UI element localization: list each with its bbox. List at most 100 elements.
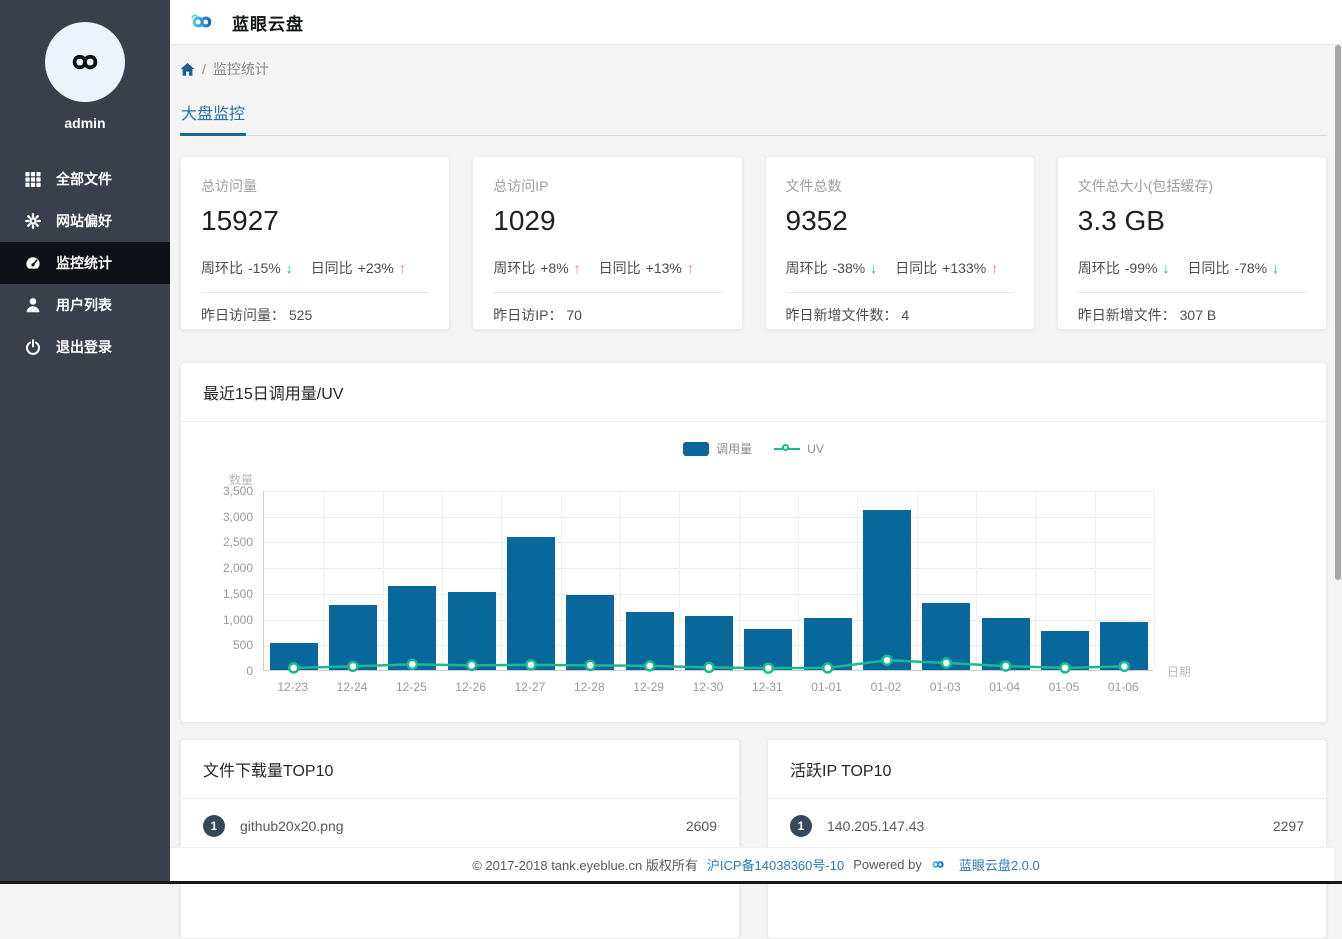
- app-title: 蓝眼云盘: [232, 10, 304, 35]
- uv-point-12-24: [349, 662, 358, 671]
- stat-label: 总访问量: [201, 176, 429, 196]
- stat-trends: 周环比 -38% ↓ 日同比 +133% ↑: [786, 258, 1014, 278]
- trend-week: 周环比 +8% ↑: [493, 258, 580, 278]
- uv-point-12-27: [527, 660, 536, 669]
- scrollbar-thumb[interactable]: [1335, 45, 1341, 580]
- avatar[interactable]: [45, 22, 125, 102]
- sidebar-item-label: 监控统计: [56, 253, 112, 273]
- legend-circle: [782, 444, 789, 451]
- trend-delta: +13%: [646, 260, 682, 276]
- power-icon: [25, 339, 41, 355]
- x-axis-tick-label: 12-31: [738, 680, 797, 694]
- stat-footer: 昨日访IP： 70: [493, 305, 721, 325]
- stat-footer-label: 昨日访IP：: [493, 307, 562, 323]
- trend-arrow-icon: ↑: [574, 260, 581, 276]
- stat-card-total-ips: 总访问IP 1029 周环比 +8% ↑ 日同比 +13% ↑: [472, 156, 742, 330]
- legend-item-uv[interactable]: UV: [774, 442, 824, 456]
- y-axis-tick-label: 1,000: [223, 613, 253, 627]
- trend-week: 周环比 -99% ↓: [1078, 258, 1170, 278]
- stat-card-total-size: 文件总大小(包括缓存) 3.3 GB 周环比 -99% ↓ 日同比 -78% ↓: [1057, 156, 1327, 330]
- sidebar-item-logout[interactable]: 退出登录: [0, 326, 170, 368]
- sidebar-item-monitor-stats[interactable]: 监控统计: [0, 242, 170, 284]
- sidebar-item-user-list[interactable]: 用户列表: [0, 284, 170, 326]
- powered-by: Powered by: [853, 857, 950, 872]
- x-axis-tick-label: 12-30: [678, 680, 737, 694]
- breadcrumb: / 监控统计: [180, 45, 1327, 79]
- uv-point-12-23: [289, 663, 298, 672]
- powered-by-label: Powered by: [853, 857, 922, 872]
- app-header: 蓝眼云盘: [170, 0, 1342, 45]
- x-axis-tick-label: 12-26: [441, 680, 500, 694]
- trend-arrow-icon: ↑: [399, 260, 406, 276]
- sidebar-menu: 全部文件 网站偏好 监控统计: [0, 158, 170, 368]
- uv-point-12-25: [408, 660, 417, 669]
- stat-footer: 昨日访问量： 525: [201, 305, 429, 325]
- trend-arrow-icon: ↓: [1272, 260, 1279, 276]
- username: admin: [0, 115, 170, 131]
- user-icon: [25, 297, 41, 313]
- legend-bar-marker: [683, 442, 709, 456]
- top-downloads-title: 文件下载量TOP10: [181, 740, 739, 799]
- plot-area: [263, 491, 1153, 671]
- trend-label: 周环比: [201, 258, 243, 278]
- trend-label: 日同比: [1187, 258, 1229, 278]
- icp-link[interactable]: 沪ICP备14038360号-10: [707, 855, 844, 874]
- trend-arrow-icon: ↑: [991, 260, 998, 276]
- item-value: 2297: [1273, 818, 1304, 834]
- legend-line-marker: [774, 442, 800, 456]
- uv-point-12-26: [467, 661, 476, 670]
- y-axis-tick-label: 0: [246, 664, 253, 678]
- trend-label: 周环比: [1078, 258, 1120, 278]
- top-ips-card: 活跃IP TOP10 1 140.205.147.43 2297: [767, 739, 1327, 939]
- sidebar-item-all-files[interactable]: 全部文件: [0, 158, 170, 200]
- stat-footer-label: 昨日新增文件：: [1078, 307, 1176, 323]
- legend-item-calls[interactable]: 调用量: [683, 440, 752, 457]
- stat-footer-value: 525: [289, 307, 312, 323]
- product-version-link[interactable]: 蓝眼云盘2.0.0: [959, 855, 1040, 874]
- dashboard-icon: [25, 255, 41, 271]
- trend-delta: -78%: [1234, 260, 1267, 276]
- x-axis-tick-label: 12-23: [263, 680, 322, 694]
- stat-value: 1029: [493, 205, 721, 237]
- x-axis-tick-label: 01-05: [1034, 680, 1093, 694]
- chart-legend: 调用量 UV: [201, 440, 1306, 457]
- trend-delta: +133%: [942, 260, 986, 276]
- stat-footer-label: 昨日新增文件数：: [786, 307, 898, 323]
- divider: [493, 292, 721, 293]
- home-icon[interactable]: [180, 62, 195, 77]
- stat-trends: 周环比 -99% ↓ 日同比 -78% ↓: [1078, 258, 1306, 278]
- gear-icon: [25, 213, 41, 229]
- stat-footer: 昨日新增文件数： 4: [786, 305, 1014, 325]
- tab-bar: 大盘监控: [180, 100, 1327, 136]
- trend-day: 日同比 +133% ↑: [895, 258, 998, 278]
- app-logo-icon: [182, 10, 222, 34]
- category-split-line: [1154, 491, 1155, 670]
- sidebar-item-site-preferences[interactable]: 网站偏好: [0, 200, 170, 242]
- uv-line-series: [264, 491, 1154, 671]
- x-axis-tick-label: 01-04: [975, 680, 1034, 694]
- tab-dashboard-monitor[interactable]: 大盘监控: [180, 100, 246, 136]
- trend-delta: -99%: [1125, 260, 1158, 276]
- item-value: 2609: [686, 818, 717, 834]
- sidebar-item-label: 网站偏好: [56, 211, 112, 231]
- x-axis-tick-label: 12-28: [560, 680, 619, 694]
- stat-footer-label: 昨日访问量：: [201, 307, 285, 323]
- stat-footer-value: 4: [901, 307, 909, 323]
- stat-cards-row: 总访问量 15927 周环比 -15% ↓ 日同比 +23% ↑: [180, 156, 1327, 330]
- chart-card: 最近15日调用量/UV 调用量 UV: [180, 362, 1327, 723]
- trend-label: 日同比: [599, 258, 641, 278]
- rank-badge: 1: [203, 815, 225, 837]
- uv-point-01-01: [823, 663, 832, 672]
- scrollbar: [1334, 45, 1342, 881]
- rank-badge: 1: [790, 815, 812, 837]
- trend-day: 日同比 +23% ↑: [311, 258, 406, 278]
- trend-label: 周环比: [786, 258, 828, 278]
- y-axis-tick-label: 3,000: [223, 510, 253, 524]
- uv-point-01-02: [883, 656, 892, 665]
- y-axis-tick-label: 3,500: [223, 484, 253, 498]
- trend-label: 周环比: [493, 258, 535, 278]
- trend-week: 周环比 -38% ↓: [786, 258, 878, 278]
- divider: [1078, 292, 1306, 293]
